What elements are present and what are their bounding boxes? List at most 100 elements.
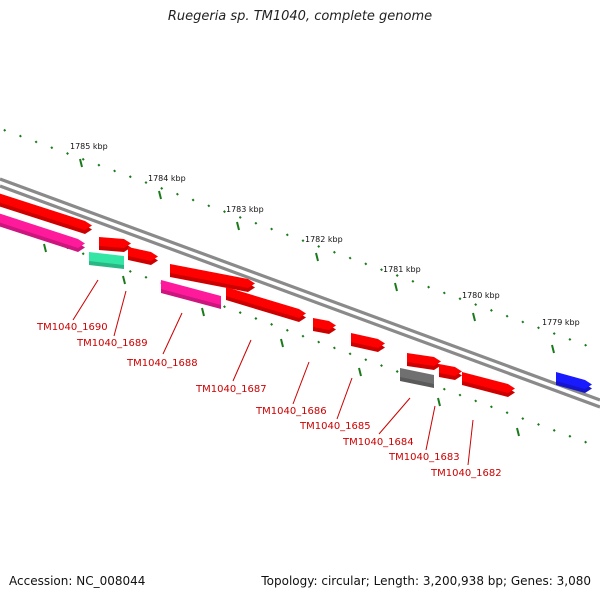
gene-arrow[interactable] bbox=[351, 333, 385, 352]
leader-line bbox=[72, 279, 99, 321]
scale-tick-minor bbox=[348, 352, 352, 356]
locus-label[interactable]: TM1040_1686 bbox=[255, 406, 327, 417]
gene-face bbox=[351, 333, 385, 348]
gene-face bbox=[0, 213, 85, 248]
gene-arrow[interactable] bbox=[439, 364, 462, 380]
scale-tick-minor bbox=[584, 440, 588, 444]
scale-tick-minor bbox=[568, 337, 572, 341]
scale-tick-minor bbox=[254, 221, 258, 225]
scale-tick-major bbox=[280, 338, 284, 348]
gene-arrow[interactable] bbox=[170, 264, 255, 292]
scale-tick-major bbox=[315, 252, 319, 262]
scale-tick-minor bbox=[301, 239, 305, 243]
gene-arrow[interactable] bbox=[0, 212, 85, 252]
scale-tick-major bbox=[394, 282, 398, 292]
scale-tick-minor bbox=[66, 152, 69, 155]
scale-tick-minor bbox=[238, 215, 242, 219]
scale-tick-minor bbox=[113, 169, 117, 173]
map-title: Ruegeria sp. TM1040, complete genome bbox=[167, 9, 433, 24]
scale-tick-major bbox=[158, 190, 162, 200]
locus-label[interactable]: TM1040_1690 bbox=[36, 322, 108, 333]
scale-tick-minor bbox=[144, 181, 148, 185]
scale-tick-minor bbox=[238, 311, 242, 315]
gene-face bbox=[99, 237, 131, 248]
scale-tick-minor bbox=[285, 328, 289, 332]
scale-label: 1783 kbp bbox=[226, 205, 264, 214]
leader-line bbox=[162, 312, 183, 355]
scale-tick-minor bbox=[474, 303, 478, 307]
leader-line bbox=[467, 419, 474, 466]
gene-arrow[interactable] bbox=[400, 368, 434, 388]
scale-tick-minor bbox=[332, 346, 336, 350]
scale-tick-minor bbox=[458, 393, 462, 397]
scale-tick-minor bbox=[270, 322, 274, 326]
scale-tick-minor bbox=[160, 186, 164, 190]
leader-line bbox=[113, 290, 127, 337]
scale-label: 1780 kbp bbox=[462, 291, 500, 300]
gene-face bbox=[89, 252, 124, 265]
scale-tick-minor bbox=[552, 428, 556, 432]
gene-arrow[interactable] bbox=[462, 372, 515, 397]
gene-arrow[interactable] bbox=[0, 192, 92, 234]
scale-tick-minor bbox=[489, 308, 493, 312]
scale-tick-minor bbox=[34, 140, 38, 144]
locus-label[interactable]: TM1040_1687 bbox=[195, 384, 267, 395]
scale-tick-minor bbox=[223, 210, 226, 214]
scale-tick-minor bbox=[521, 320, 525, 324]
scale-tick-minor bbox=[317, 340, 321, 344]
gene-arrow[interactable] bbox=[226, 287, 306, 322]
locus-label[interactable]: TM1040_1685 bbox=[299, 421, 371, 432]
scale-tick-minor bbox=[128, 175, 132, 179]
scale-label: 1782 kbp bbox=[305, 235, 343, 244]
scale-tick-minor bbox=[348, 256, 352, 260]
leader-line bbox=[292, 361, 310, 405]
gene-arrow[interactable] bbox=[161, 280, 221, 309]
gene-arrow[interactable] bbox=[407, 353, 441, 370]
scale-tick-minor bbox=[442, 291, 446, 295]
gene-face bbox=[226, 287, 306, 318]
locus-label[interactable]: TM1040_1689 bbox=[76, 338, 148, 349]
scale-tick-major bbox=[551, 344, 555, 354]
scale-tick-minor bbox=[427, 285, 431, 289]
genome-summary: Topology: circular; Length: 3,200,938 bp… bbox=[261, 574, 591, 588]
gene-face bbox=[170, 264, 255, 288]
scale-tick-minor bbox=[175, 192, 179, 196]
scale-ticks bbox=[3, 128, 588, 444]
scale-tick-minor bbox=[317, 245, 321, 248]
locus-label[interactable]: TM1040_1684 bbox=[342, 437, 414, 448]
gene-arrow[interactable] bbox=[128, 247, 158, 265]
scale-tick-minor bbox=[380, 268, 383, 272]
locus-labels: TM1040_1690 TM1040_1689 TM1040_1688 TM1040_… bbox=[36, 279, 502, 479]
locus-label[interactable]: TM1040_1682 bbox=[430, 468, 502, 479]
locus-label[interactable]: TM1040_1683 bbox=[388, 452, 460, 463]
gene-arrow[interactable] bbox=[556, 372, 592, 393]
gene-arrow[interactable] bbox=[89, 252, 124, 269]
scale-tick-major bbox=[201, 307, 205, 317]
scale-tick-minor bbox=[474, 399, 478, 403]
scale-tick-major bbox=[122, 275, 126, 285]
scale-tick-minor bbox=[18, 134, 22, 138]
gene-face bbox=[439, 364, 462, 376]
scale-label: 1785 kbp bbox=[70, 142, 108, 151]
scale-tick-minor bbox=[270, 227, 274, 231]
scale-tick-minor bbox=[191, 198, 195, 202]
gene-arrow[interactable] bbox=[313, 318, 336, 334]
backbone-line bbox=[0, 177, 600, 402]
leader-line bbox=[232, 339, 252, 382]
locus-label[interactable]: TM1040_1688 bbox=[126, 358, 198, 369]
scale-tick-minor bbox=[301, 334, 305, 338]
scale-tick-minor bbox=[537, 423, 540, 426]
scale-tick-major bbox=[236, 221, 240, 231]
scale-tick-minor bbox=[584, 343, 588, 347]
scale-tick-major bbox=[472, 312, 476, 322]
gene-arrow[interactable] bbox=[99, 237, 131, 252]
scale-label: 1781 kbp bbox=[383, 265, 421, 274]
scale-tick-minor bbox=[489, 405, 493, 409]
accession-text: Accession: NC_008044 bbox=[9, 574, 146, 588]
gene-face bbox=[161, 280, 221, 305]
scale-tick-major bbox=[43, 243, 47, 253]
gene-face bbox=[400, 368, 434, 384]
leader-line bbox=[378, 397, 411, 435]
scale-tick-minor bbox=[81, 252, 85, 256]
